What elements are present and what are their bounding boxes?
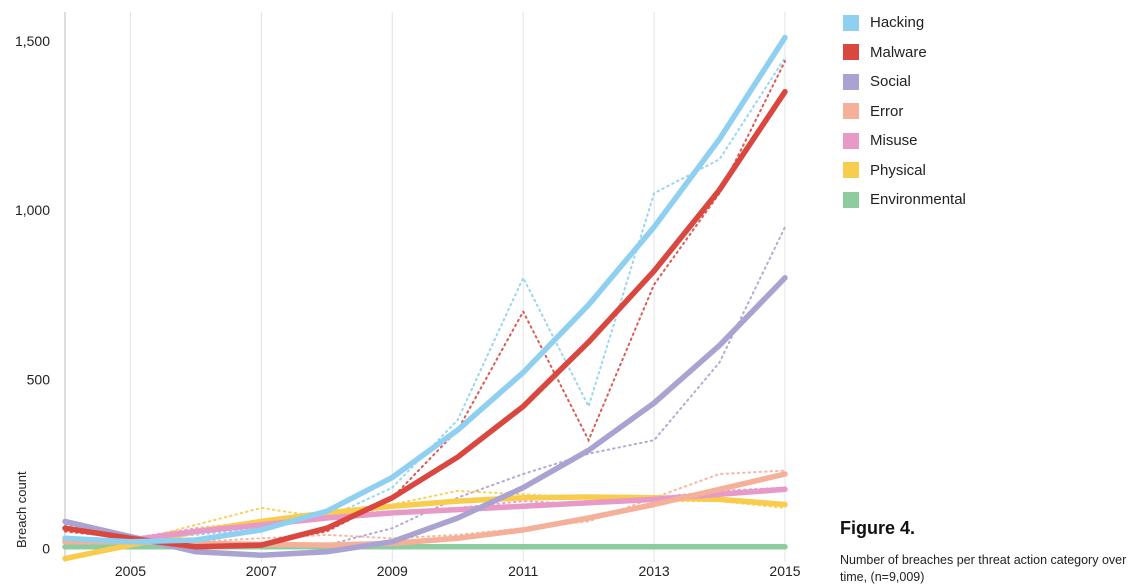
- legend-swatch: [843, 73, 859, 90]
- y-tick-label: 500: [27, 371, 51, 387]
- legend-swatch: [843, 162, 859, 179]
- x-tick-label: 2007: [246, 563, 277, 579]
- series-trend-malware: [62, 88, 788, 550]
- series-trend-hacking: [62, 34, 788, 545]
- series-trend-social: [62, 275, 788, 558]
- legend-swatch: [843, 14, 859, 31]
- legend-label: Malware: [870, 43, 927, 61]
- legend-label: Physical: [870, 161, 926, 179]
- y-axis-label: Breach count: [14, 471, 29, 548]
- legend-label: Hacking: [870, 14, 925, 32]
- series-actual-malware: [64, 60, 786, 545]
- legend-item-malware: Malware: [843, 38, 966, 68]
- legend-item-misuse: Misuse: [843, 126, 966, 156]
- x-tick-label: 2015: [769, 563, 800, 579]
- legend-item-error: Error: [843, 97, 966, 127]
- y-tick-label: 1,000: [15, 202, 50, 218]
- y-tick-label: 1,500: [15, 33, 50, 49]
- legend-label: Social: [870, 73, 911, 91]
- legend-swatch: [843, 132, 859, 149]
- series-actual-misuse: [64, 486, 786, 543]
- series-trend-misuse: [62, 486, 788, 545]
- legend-label: Environmental: [870, 191, 966, 209]
- x-tick-label: 2013: [639, 563, 670, 579]
- legend-swatch: [843, 191, 859, 208]
- legend-item-social: Social: [843, 67, 966, 97]
- x-tick-label: 2011: [508, 563, 538, 579]
- legend: Hacking Malware Social Error Misuse Physical E…: [843, 8, 966, 215]
- x-tick-label: 2009: [377, 563, 408, 579]
- legend-swatch: [843, 103, 859, 120]
- legend-item-environmental: Environmental: [843, 185, 966, 215]
- figure-caption: Number of breaches per threat action cat…: [840, 553, 1127, 584]
- x-tick-label: 2005: [115, 563, 146, 579]
- legend-item-physical: Physical: [843, 156, 966, 186]
- y-tick-label: 0: [42, 540, 50, 556]
- legend-swatch: [843, 44, 859, 61]
- legend-item-hacking: Hacking: [843, 8, 966, 38]
- legend-label: Misuse: [870, 132, 918, 150]
- series-actual-hacking: [64, 56, 786, 541]
- legend-label: Error: [870, 102, 904, 120]
- figure-title: Figure 4.: [840, 518, 916, 538]
